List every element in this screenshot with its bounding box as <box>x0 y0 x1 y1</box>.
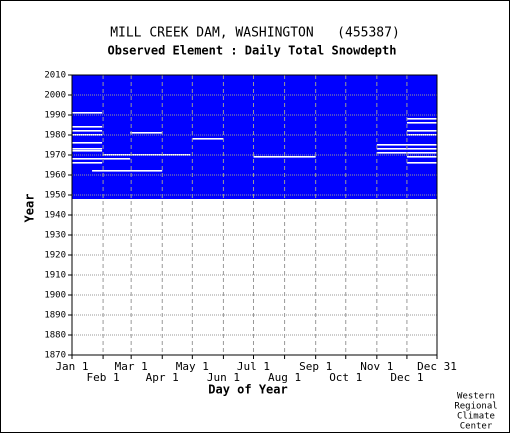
missing-gap <box>92 170 163 172</box>
x-tick-label: Jun 1 <box>207 371 240 384</box>
missing-gap <box>72 162 103 164</box>
y-tick-label: 1930 <box>44 231 66 241</box>
plot-border <box>71 74 438 356</box>
missing-gap <box>72 148 103 150</box>
missing-gap <box>406 162 437 164</box>
y-tick-label: 1980 <box>44 131 66 141</box>
y-axis-label: Year <box>23 194 37 223</box>
x-tick-label: Aug 1 <box>268 371 301 384</box>
credit-line: Western <box>457 392 495 402</box>
x-axis-label: Day of Year <box>208 383 287 397</box>
y-tick-label: 1950 <box>44 191 66 201</box>
x-tick-label: Mar 1 <box>115 360 148 373</box>
missing-gap <box>376 144 437 146</box>
y-tick-label: 2000 <box>44 91 66 101</box>
y-tick-label: 1940 <box>44 211 66 221</box>
y-tick-label: 1920 <box>44 251 66 261</box>
missing-gap <box>406 134 437 136</box>
credit-line: Center <box>460 422 493 432</box>
missing-gap <box>406 122 437 124</box>
chart-subtitle: Observed Element : Daily Total Snowdepth <box>108 44 397 58</box>
missing-gap <box>72 130 103 132</box>
y-tick-label: 1900 <box>44 291 66 301</box>
y-tick-label: 1990 <box>44 111 66 121</box>
x-tick-label: Apr 1 <box>146 371 179 384</box>
missing-gap <box>253 156 316 158</box>
x-tick-label: Jan 1 <box>55 360 88 373</box>
x-tick-label: Oct 1 <box>329 371 362 384</box>
x-tick-label: Dec 1 <box>390 371 423 384</box>
missing-gap <box>130 132 163 134</box>
x-tick-label: Feb 1 <box>87 371 120 384</box>
x-tick-label: Dec 31 <box>417 360 457 373</box>
missing-gap <box>72 126 103 128</box>
credit-line: Climate <box>457 412 495 422</box>
missing-gap <box>406 118 437 120</box>
missing-gap <box>406 156 437 158</box>
y-tick-label: 1870 <box>44 351 66 361</box>
credit-line: Regional <box>454 402 497 412</box>
missing-gap <box>192 138 224 140</box>
data-coverage <box>72 75 437 199</box>
y-tick-label: 1960 <box>44 171 66 181</box>
x-tick-label: Jul 1 <box>237 360 270 373</box>
y-tick-label: 1890 <box>44 311 66 321</box>
x-tick-label: Sep 1 <box>299 360 332 373</box>
missing-gap <box>406 130 437 132</box>
y-tick-label: 1970 <box>44 151 66 161</box>
missing-gap <box>72 142 103 144</box>
y-tick-label: 1880 <box>44 331 66 341</box>
missing-gap <box>72 158 131 160</box>
x-tick-label: Nov 1 <box>360 360 393 373</box>
y-tick-label: 2010 <box>44 71 66 81</box>
missing-gap <box>72 134 103 136</box>
chart-title: MILL CREEK DAM, WASHINGTON (455387) <box>110 26 400 41</box>
x-tick-label: May 1 <box>176 360 209 373</box>
missing-gap <box>72 112 103 114</box>
y-tick-label: 1910 <box>44 271 66 281</box>
missing-gap <box>72 150 103 152</box>
